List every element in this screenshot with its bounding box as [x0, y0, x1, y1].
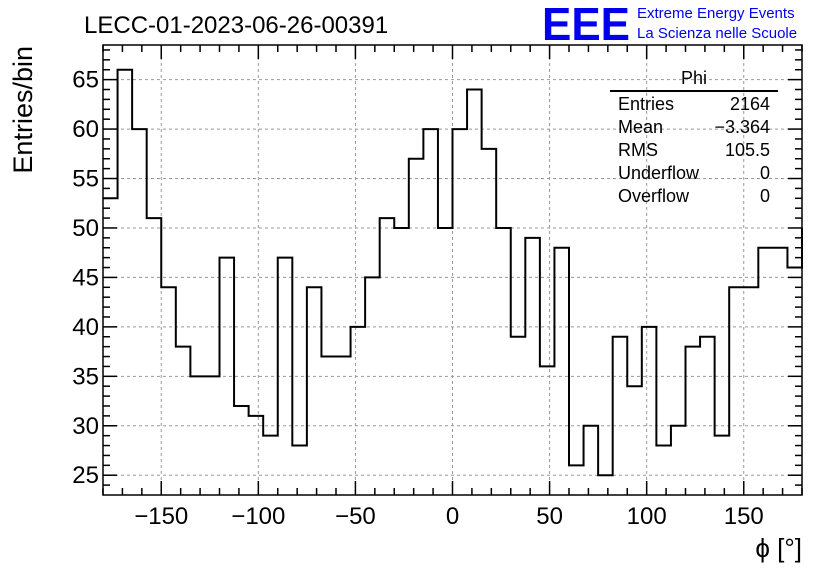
x-tick-label: −50 [335, 503, 376, 530]
histogram-line [103, 68, 803, 477]
x-tick-label: 0 [446, 503, 459, 530]
tick-labels: −150 −100 −50 0 50 100 150 25 30 35 40 45 50 55 60 65 [72, 67, 763, 530]
axis-ticks [102, 45, 803, 495]
y-tick-label: 50 [72, 215, 99, 242]
stats-label-entries: Entries [618, 94, 674, 114]
stats-box: Phi Entries 2164 Mean −3.364 RMS 105.5 U… [610, 68, 778, 206]
y-axis-label: Entries/bin [8, 46, 38, 174]
grid-lines [103, 45, 802, 495]
x-tick-label: −100 [231, 503, 285, 530]
stats-label-overflow: Overflow [618, 186, 690, 206]
y-tick-label: 25 [72, 462, 99, 489]
y-tick-label: 40 [72, 314, 99, 341]
stats-value-mean: −3.364 [714, 117, 770, 137]
logo-line-2: La Scienza nelle Scuole [637, 25, 797, 42]
stats-value-rms: 105.5 [725, 140, 770, 160]
stats-label-underflow: Underflow [618, 163, 700, 183]
y-tick-label: 60 [72, 116, 99, 143]
stats-value-underflow: 0 [760, 163, 770, 183]
y-tick-label: 45 [72, 264, 99, 291]
x-axis-label: ϕ [°] [755, 533, 802, 563]
stats-value-overflow: 0 [760, 186, 770, 206]
stats-box-title: Phi [681, 68, 707, 88]
chart-title: LECC-01-2023-06-26-00391 [84, 12, 388, 39]
stats-label-mean: Mean [618, 117, 663, 137]
y-tick-label: 30 [72, 413, 99, 440]
stats-value-entries: 2164 [730, 94, 770, 114]
stats-label-rms: RMS [618, 140, 658, 160]
x-tick-label: −150 [134, 503, 188, 530]
eee-logo-mark: EEE [542, 0, 630, 50]
y-tick-label: 35 [72, 363, 99, 390]
x-tick-label: 100 [627, 503, 667, 530]
logo-line-1: Extreme Energy Events [637, 5, 795, 22]
y-tick-label: 55 [72, 166, 99, 193]
x-tick-label: 50 [536, 503, 563, 530]
y-tick-label: 65 [72, 67, 99, 94]
x-tick-label: 150 [724, 503, 764, 530]
